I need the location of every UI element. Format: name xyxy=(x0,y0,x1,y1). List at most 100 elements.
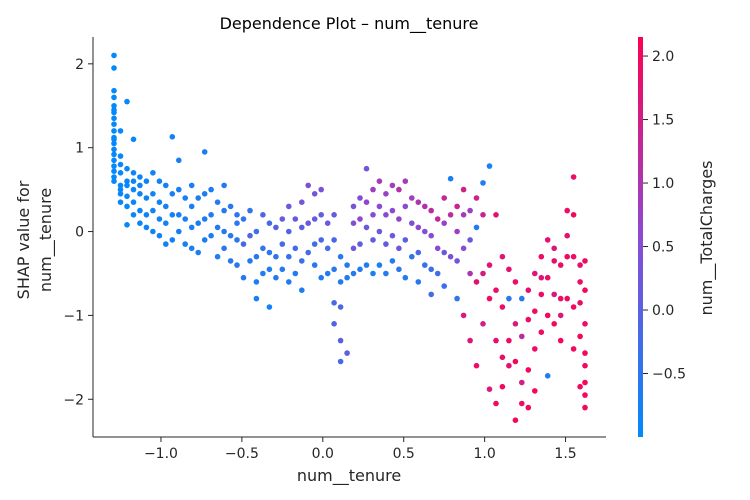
data-point xyxy=(182,195,188,201)
data-point xyxy=(318,212,325,218)
data-point xyxy=(221,228,227,235)
data-point xyxy=(570,212,577,218)
data-point xyxy=(363,165,370,172)
data-point xyxy=(402,274,409,281)
data-point xyxy=(260,212,266,218)
data-point xyxy=(409,195,415,201)
data-point xyxy=(111,151,117,158)
data-point xyxy=(124,165,130,172)
data-point xyxy=(480,321,486,327)
data-point xyxy=(111,146,117,153)
data-point xyxy=(532,308,538,315)
data-point xyxy=(137,191,143,197)
data-point xyxy=(557,295,564,302)
data-point xyxy=(544,312,551,319)
data-point xyxy=(266,220,273,226)
data-point xyxy=(582,392,588,398)
data-point xyxy=(551,321,557,327)
data-point xyxy=(570,253,577,260)
data-point xyxy=(279,266,286,273)
data-point xyxy=(512,417,519,424)
data-point xyxy=(305,182,312,189)
data-point xyxy=(344,262,350,268)
data-point xyxy=(311,216,318,222)
data-point xyxy=(577,383,583,390)
data-point xyxy=(428,266,435,273)
data-point xyxy=(499,383,506,390)
data-point xyxy=(480,212,486,218)
data-point xyxy=(182,216,188,222)
data-point xyxy=(176,212,182,218)
data-point xyxy=(376,203,383,210)
data-point xyxy=(117,199,124,205)
y-tick-label: −1 xyxy=(63,308,84,324)
data-point xyxy=(441,220,448,226)
data-point xyxy=(467,207,473,214)
data-point xyxy=(582,350,588,356)
data-point xyxy=(582,362,588,369)
data-point xyxy=(117,161,124,168)
data-point xyxy=(150,191,156,197)
data-point xyxy=(460,312,467,319)
data-point xyxy=(286,203,292,210)
x-tick-label: 1.0 xyxy=(473,446,495,462)
data-point xyxy=(111,115,117,122)
data-point xyxy=(538,329,545,336)
data-point xyxy=(201,149,208,155)
colorbar-tick-label: 0.0 xyxy=(652,303,674,319)
data-point xyxy=(137,220,143,226)
data-point xyxy=(415,224,422,231)
data-point xyxy=(208,186,214,193)
data-point xyxy=(163,203,169,210)
data-point xyxy=(396,245,402,252)
data-point xyxy=(221,182,227,189)
data-point xyxy=(564,207,570,214)
data-point xyxy=(117,182,124,189)
data-point xyxy=(551,245,557,252)
data-point xyxy=(383,212,389,218)
data-point xyxy=(234,237,240,243)
data-point xyxy=(519,333,525,340)
data-point xyxy=(240,274,247,281)
data-point xyxy=(370,237,376,243)
data-point xyxy=(163,241,169,247)
data-point xyxy=(577,279,583,285)
data-point xyxy=(201,191,208,197)
data-point xyxy=(570,174,577,180)
data-point xyxy=(473,224,480,231)
data-point xyxy=(493,287,499,294)
data-point xyxy=(538,253,545,260)
scatter-points xyxy=(111,52,588,424)
y-axis-label-line2: num__tenure xyxy=(36,188,56,292)
data-point xyxy=(124,182,130,189)
data-point xyxy=(156,216,163,222)
data-point xyxy=(512,279,519,285)
data-point xyxy=(234,212,240,218)
data-point xyxy=(486,163,493,169)
data-point xyxy=(402,203,409,210)
data-point xyxy=(156,232,163,239)
data-point xyxy=(428,291,435,298)
data-point xyxy=(111,157,117,164)
data-point xyxy=(124,98,130,105)
data-point xyxy=(221,245,227,252)
data-point xyxy=(454,203,460,210)
data-point xyxy=(409,220,415,226)
data-point xyxy=(253,295,260,302)
data-point xyxy=(447,212,454,218)
data-point xyxy=(577,300,583,306)
data-point xyxy=(279,216,286,222)
data-point xyxy=(176,228,182,235)
data-point xyxy=(247,207,253,214)
data-point xyxy=(396,186,402,193)
data-point xyxy=(208,232,214,239)
data-point xyxy=(383,241,389,247)
x-tick-label: 0.5 xyxy=(393,446,415,462)
data-point xyxy=(273,224,279,231)
data-point xyxy=(130,170,137,176)
data-point xyxy=(169,134,176,140)
data-point xyxy=(253,253,260,260)
data-point xyxy=(299,199,305,205)
data-point xyxy=(279,241,286,247)
x-tick-label: −1.0 xyxy=(144,446,178,462)
